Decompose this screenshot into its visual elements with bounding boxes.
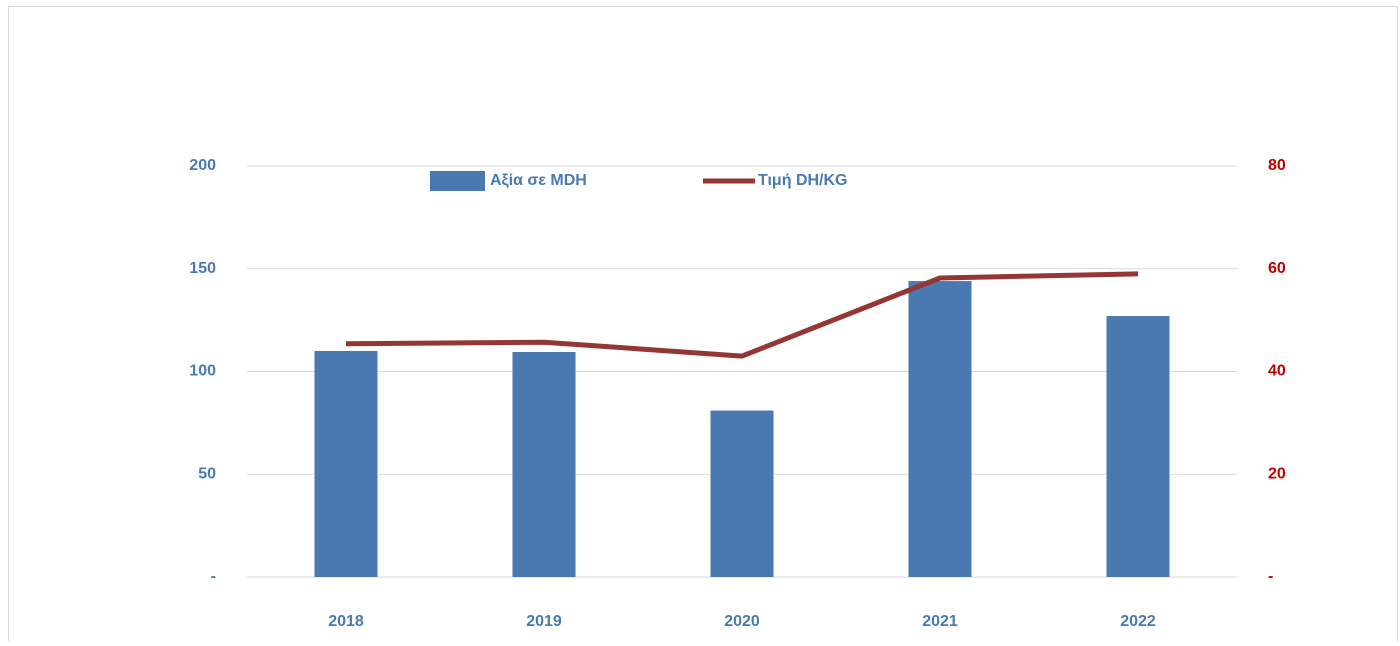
bar bbox=[314, 350, 378, 577]
x-tick-label: 2021 bbox=[922, 613, 958, 630]
x-tick-label: 2019 bbox=[526, 613, 562, 630]
y2-tick-label: 80 bbox=[1268, 157, 1286, 174]
y2-tick-label: - bbox=[1268, 568, 1273, 585]
x-tick-label: 2022 bbox=[1120, 613, 1156, 630]
y2-tick-label: 60 bbox=[1268, 260, 1286, 277]
y-tick-label: - bbox=[211, 568, 216, 585]
y-tick-label: 200 bbox=[189, 157, 216, 174]
x-tick-label: 2018 bbox=[328, 613, 364, 630]
x-tick-label: 2020 bbox=[724, 613, 760, 630]
legend-label: Αξία σε MDH bbox=[490, 172, 587, 189]
y-tick-label: 50 bbox=[198, 465, 216, 482]
bar bbox=[1106, 316, 1170, 577]
bar bbox=[710, 410, 774, 577]
y2-tick-label: 40 bbox=[1268, 363, 1286, 380]
y2-tick-label: 20 bbox=[1268, 465, 1286, 482]
y-tick-label: 150 bbox=[189, 260, 216, 277]
y-tick-label: 100 bbox=[189, 363, 216, 380]
chart-frame bbox=[8, 6, 1398, 646]
legend-label: Τιμή DH/KG bbox=[758, 172, 848, 189]
legend-swatch bbox=[430, 171, 485, 191]
bar bbox=[908, 281, 972, 577]
line bbox=[345, 271, 1139, 359]
bar bbox=[512, 351, 576, 577]
